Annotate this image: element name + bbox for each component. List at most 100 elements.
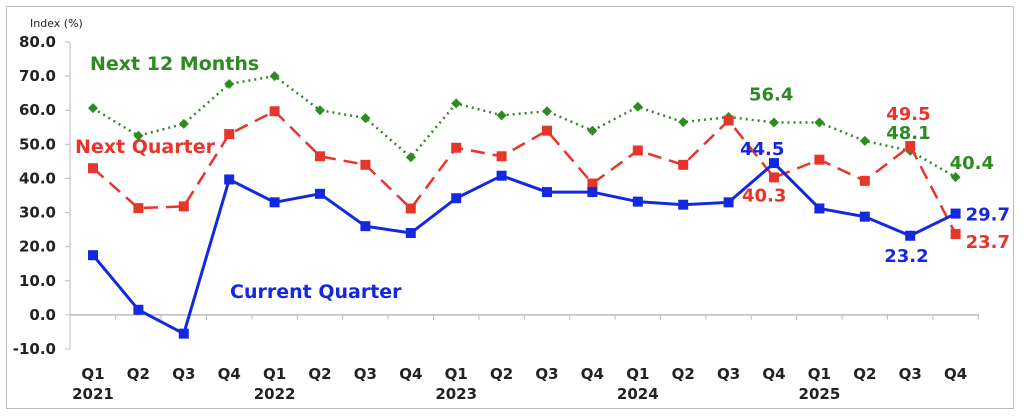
data-point: [678, 159, 689, 170]
data-point: [678, 199, 689, 210]
data-point: [405, 152, 416, 163]
y-tick-label: 70.0: [19, 67, 56, 85]
x-tick-label: Q3: [172, 365, 195, 383]
data-point: [315, 105, 325, 116]
data-point: [769, 158, 779, 169]
data-point: [859, 135, 870, 146]
data-point: [315, 188, 325, 199]
y-tick-label: 50.0: [19, 135, 56, 153]
x-tick-label: Q2: [490, 365, 513, 383]
data-label: 29.7: [966, 205, 1010, 226]
x-tick-label: Q2: [853, 365, 876, 383]
data-point: [315, 151, 325, 162]
y-tick-label: 80.0: [19, 33, 56, 51]
data-point: [269, 197, 280, 208]
x-tick-label: Q2: [127, 365, 150, 383]
data-point: [905, 141, 916, 152]
data-point: [542, 187, 552, 198]
data-point: [587, 125, 598, 136]
data-label: 49.5: [886, 104, 930, 125]
data-label: 44.5: [740, 139, 784, 160]
data-point: [859, 211, 870, 222]
data-point: [269, 71, 280, 82]
x-tick-label: Q4: [762, 365, 785, 383]
x-year-label: 2025: [799, 385, 841, 403]
x-tick-label: Q2: [308, 365, 331, 383]
x-year-label: 2023: [435, 385, 477, 403]
data-point: [451, 142, 462, 153]
data-point: [859, 175, 870, 186]
x-tick-label: Q1: [808, 365, 831, 383]
data-point: [905, 230, 916, 241]
y-tick-label: 0.0: [29, 306, 56, 324]
data-point: [542, 106, 552, 117]
data-point: [224, 78, 235, 89]
data-point: [224, 174, 235, 185]
y-tick-label: 40.0: [19, 169, 56, 187]
data-point: [496, 110, 507, 121]
x-year-label: 2022: [254, 385, 296, 403]
data-point: [950, 229, 961, 240]
data-point: [723, 197, 734, 208]
data-point: [133, 304, 144, 315]
x-tick-label: Q4: [581, 365, 604, 383]
data-label: 48.1: [886, 123, 930, 144]
x-tick-label: Q2: [672, 365, 695, 383]
data-point: [950, 208, 961, 219]
data-point: [133, 203, 144, 214]
data-point: [496, 170, 507, 181]
data-point: [451, 98, 462, 109]
y-axis-label: Index (%): [30, 17, 83, 30]
data-point: [587, 178, 598, 189]
data-point: [178, 328, 189, 339]
data-point: [723, 115, 734, 126]
x-tick-label: Q1: [81, 365, 104, 383]
data-point: [451, 193, 462, 204]
data-label: 56.4: [749, 85, 793, 106]
data-point: [224, 129, 235, 140]
data-point: [587, 187, 598, 198]
data-point: [632, 101, 643, 112]
x-tick-label: Q3: [535, 365, 558, 383]
data-point: [814, 203, 825, 214]
data-point: [178, 118, 189, 129]
data-point: [769, 117, 779, 128]
series-name-label: Current Quarter: [230, 281, 402, 303]
data-point: [769, 172, 779, 183]
data-point: [678, 117, 689, 128]
data-point: [632, 196, 643, 207]
x-tick-label: Q3: [899, 365, 922, 383]
data-point: [133, 130, 144, 141]
data-point: [950, 172, 961, 183]
data-point: [496, 151, 507, 162]
data-point: [405, 203, 416, 214]
data-point: [360, 159, 371, 170]
series-line-next-quarter: [92, 109, 957, 235]
data-point: [178, 201, 189, 212]
data-label: 40.3: [742, 185, 786, 206]
x-tick-label: Q1: [445, 365, 468, 383]
data-point: [632, 145, 643, 156]
y-tick-label: 60.0: [19, 101, 56, 119]
data-point: [405, 228, 416, 239]
x-tick-label: Q3: [717, 365, 740, 383]
data-point: [88, 250, 98, 261]
data-label: 23.7: [966, 232, 1010, 253]
y-tick-label: 10.0: [19, 272, 56, 290]
series-name-label: Next 12 Months: [90, 53, 259, 75]
x-year-label: 2024: [617, 385, 659, 403]
data-point: [814, 154, 825, 165]
x-tick-label: Q3: [354, 365, 377, 383]
x-tick-label: Q4: [944, 365, 967, 383]
series-line-current-quarter: [91, 161, 957, 336]
series-line-next-12-months: [92, 74, 957, 179]
x-tick-label: Q1: [626, 365, 649, 383]
data-point: [360, 113, 371, 124]
x-tick-label: Q4: [218, 365, 241, 383]
x-tick-label: Q1: [263, 365, 286, 383]
data-point: [88, 163, 98, 174]
series-name-label: Next Quarter: [75, 136, 216, 158]
data-point: [814, 117, 825, 128]
data-point: [542, 125, 552, 136]
